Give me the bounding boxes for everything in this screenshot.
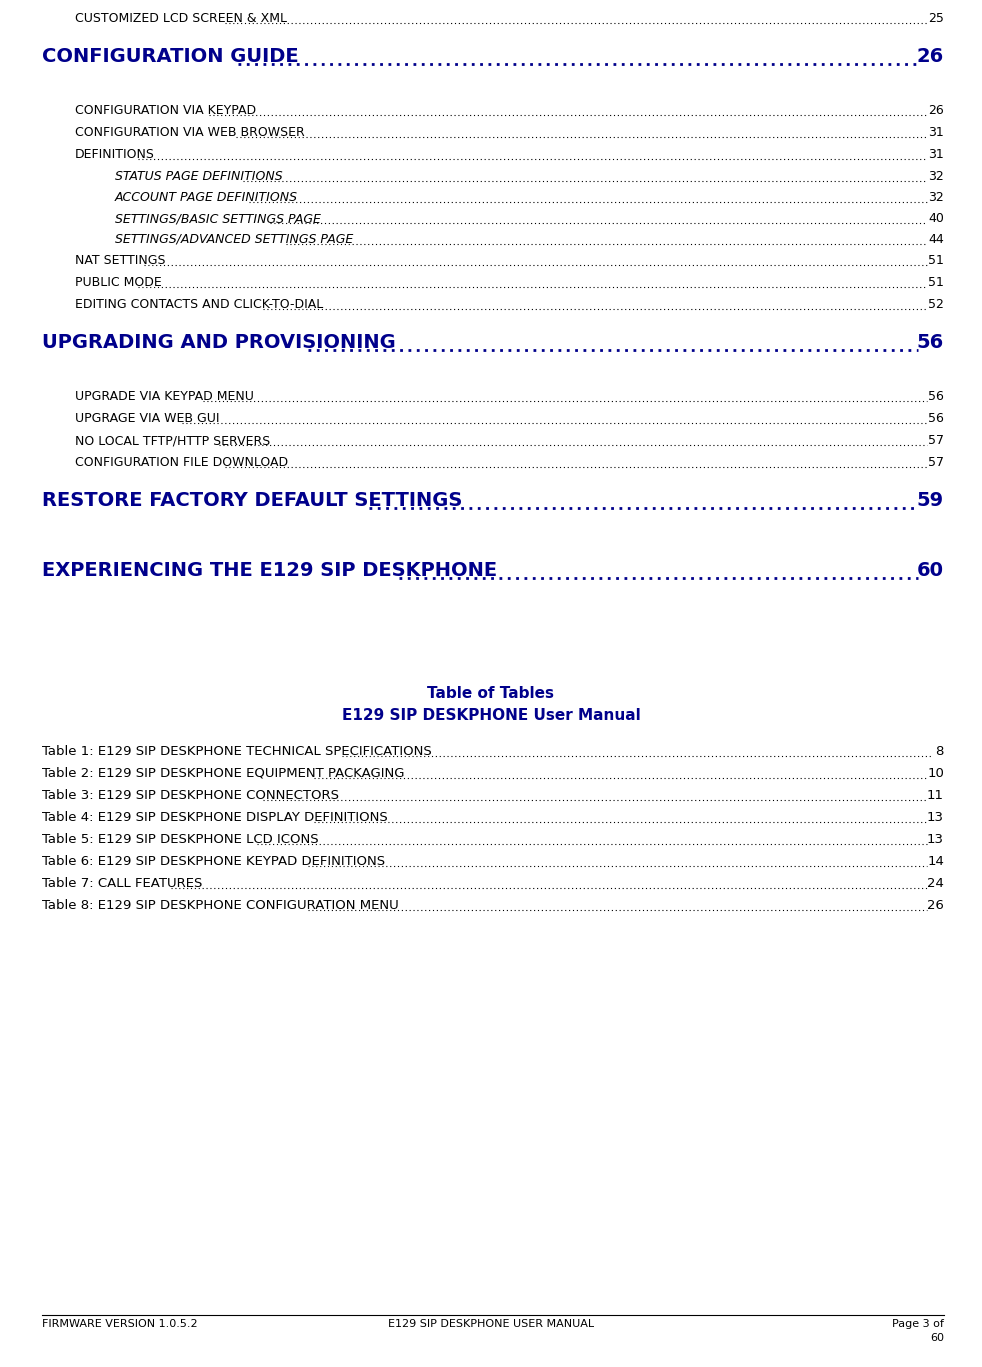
Text: PUBLIC MODE: PUBLIC MODE bbox=[75, 276, 162, 288]
Text: CONFIGURATION FILE DOWNLOAD: CONFIGURATION FILE DOWNLOAD bbox=[75, 457, 288, 469]
Text: Table 1: E129 SIP DESKPHONE TECHNICAL SPECIFICATIONS: Table 1: E129 SIP DESKPHONE TECHNICAL SP… bbox=[42, 745, 432, 757]
Text: 31: 31 bbox=[928, 126, 944, 139]
Text: UPGRADE VIA KEYPAD MENU: UPGRADE VIA KEYPAD MENU bbox=[75, 390, 254, 403]
Text: 26: 26 bbox=[917, 46, 944, 66]
Text: 26: 26 bbox=[927, 899, 944, 912]
Text: ACCOUNT PAGE DEFINITIONS: ACCOUNT PAGE DEFINITIONS bbox=[115, 191, 298, 204]
Text: 56: 56 bbox=[917, 334, 944, 351]
Text: 13: 13 bbox=[927, 811, 944, 824]
Text: 51: 51 bbox=[928, 276, 944, 288]
Text: Table 7: CALL FEATURES: Table 7: CALL FEATURES bbox=[42, 878, 202, 890]
Text: Table 2: E129 SIP DESKPHONE EQUIPMENT PACKAGING: Table 2: E129 SIP DESKPHONE EQUIPMENT PA… bbox=[42, 767, 405, 781]
Text: 8: 8 bbox=[936, 745, 944, 757]
Text: 60: 60 bbox=[917, 560, 944, 580]
Text: CONFIGURATION VIA WEB BROWSER: CONFIGURATION VIA WEB BROWSER bbox=[75, 126, 304, 139]
Text: 25: 25 bbox=[928, 12, 944, 25]
Text: 57: 57 bbox=[928, 457, 944, 469]
Text: Page 3 of: Page 3 of bbox=[892, 1319, 944, 1329]
Text: RESTORE FACTORY DEFAULT SETTINGS: RESTORE FACTORY DEFAULT SETTINGS bbox=[42, 491, 463, 510]
Text: 13: 13 bbox=[927, 833, 944, 846]
Text: Table 6: E129 SIP DESKPHONE KEYPAD DEFINITIONS: Table 6: E129 SIP DESKPHONE KEYPAD DEFIN… bbox=[42, 854, 385, 868]
Text: 44: 44 bbox=[928, 232, 944, 246]
Text: Table 3: E129 SIP DESKPHONE CONNECTORS: Table 3: E129 SIP DESKPHONE CONNECTORS bbox=[42, 789, 339, 802]
Text: 57: 57 bbox=[928, 433, 944, 447]
Text: 40: 40 bbox=[928, 212, 944, 226]
Text: 14: 14 bbox=[927, 854, 944, 868]
Text: CONFIGURATION GUIDE: CONFIGURATION GUIDE bbox=[42, 46, 299, 66]
Text: Table 5: E129 SIP DESKPHONE LCD ICONS: Table 5: E129 SIP DESKPHONE LCD ICONS bbox=[42, 833, 318, 846]
Text: 26: 26 bbox=[928, 104, 944, 118]
Text: 10: 10 bbox=[927, 767, 944, 781]
Text: 59: 59 bbox=[917, 491, 944, 510]
Text: 11: 11 bbox=[927, 789, 944, 802]
Text: 60: 60 bbox=[930, 1333, 944, 1342]
Text: SETTINGS/BASIC SETTINGS PAGE: SETTINGS/BASIC SETTINGS PAGE bbox=[115, 212, 321, 226]
Text: E129 SIP DESKPHONE USER MANUAL: E129 SIP DESKPHONE USER MANUAL bbox=[388, 1319, 594, 1329]
Text: SETTINGS/ADVANCED SETTINGS PAGE: SETTINGS/ADVANCED SETTINGS PAGE bbox=[115, 232, 354, 246]
Text: EDITING CONTACTS AND CLICK-TO-DIAL: EDITING CONTACTS AND CLICK-TO-DIAL bbox=[75, 298, 323, 312]
Text: 32: 32 bbox=[928, 170, 944, 183]
Text: 56: 56 bbox=[928, 390, 944, 403]
Text: 24: 24 bbox=[927, 878, 944, 890]
Text: UPGRAGE VIA WEB GUI: UPGRAGE VIA WEB GUI bbox=[75, 411, 220, 425]
Text: DEFINITIONS: DEFINITIONS bbox=[75, 148, 155, 161]
Text: 51: 51 bbox=[928, 254, 944, 267]
Text: 32: 32 bbox=[928, 191, 944, 204]
Text: UPGRADING AND PROVISIONING: UPGRADING AND PROVISIONING bbox=[42, 334, 396, 351]
Text: Table 4: E129 SIP DESKPHONE DISPLAY DEFINITIONS: Table 4: E129 SIP DESKPHONE DISPLAY DEFI… bbox=[42, 811, 388, 824]
Text: Table of Tables: Table of Tables bbox=[427, 686, 555, 701]
Text: NAT SETTINGS: NAT SETTINGS bbox=[75, 254, 166, 267]
Text: 52: 52 bbox=[928, 298, 944, 312]
Text: CUSTOMIZED LCD SCREEN & XML: CUSTOMIZED LCD SCREEN & XML bbox=[75, 12, 287, 25]
Text: Table 8: E129 SIP DESKPHONE CONFIGURATION MENU: Table 8: E129 SIP DESKPHONE CONFIGURATIO… bbox=[42, 899, 399, 912]
Text: 31: 31 bbox=[928, 148, 944, 161]
Text: FIRMWARE VERSION 1.0.5.2: FIRMWARE VERSION 1.0.5.2 bbox=[42, 1319, 197, 1329]
Text: CONFIGURATION VIA KEYPAD: CONFIGURATION VIA KEYPAD bbox=[75, 104, 256, 118]
Text: EXPERIENCING THE E129 SIP DESKPHONE: EXPERIENCING THE E129 SIP DESKPHONE bbox=[42, 560, 497, 580]
Text: 56: 56 bbox=[928, 411, 944, 425]
Text: E129 SIP DESKPHONE User Manual: E129 SIP DESKPHONE User Manual bbox=[342, 708, 640, 723]
Text: NO LOCAL TFTP/HTTP SERVERS: NO LOCAL TFTP/HTTP SERVERS bbox=[75, 433, 270, 447]
Text: STATUS PAGE DEFINITIONS: STATUS PAGE DEFINITIONS bbox=[115, 170, 283, 183]
